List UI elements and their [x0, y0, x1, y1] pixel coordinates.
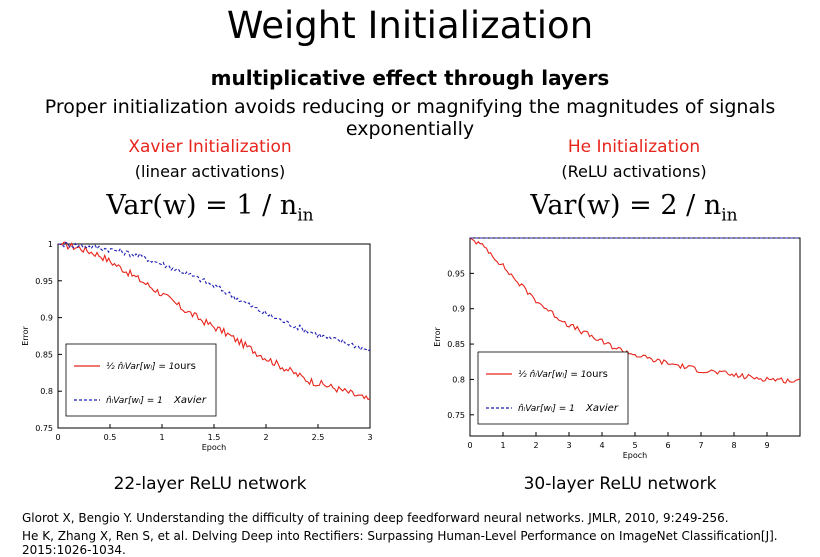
legend-label-math: n̂ₗVar[wₗ] = 1: [518, 403, 575, 414]
he-formula: Var(w) = 2 / nin: [464, 190, 804, 225]
series-line-ours: [57, 241, 371, 401]
he-formula-main: Var(w) = 2 / n: [530, 190, 722, 221]
y-tick-label: 1: [48, 240, 53, 249]
legend-label-math: ½ n̂ₗVar[wₗ] = 1: [518, 369, 586, 380]
x-tick-label: 1.5: [208, 433, 221, 442]
y-tick-label: 0.85: [35, 350, 53, 359]
he-method-label: He Initialization: [567, 137, 701, 157]
x-tick-label: 0: [467, 441, 472, 450]
xavier-formula: Var(w) = 1 / nin: [40, 190, 380, 225]
x-tick-label: 0.5: [104, 433, 117, 442]
he-error-chart: 0 1 2 3 4 5 6 7 8 9 0.75 0.8 0.85 0.9 0.95 Epoch Error ½ …: [433, 237, 801, 460]
legend-label-math: n̂ₗVar[wₗ] = 1: [106, 395, 163, 406]
x-axis-label: Epoch: [202, 443, 227, 452]
x-tick-label: 1: [159, 433, 164, 442]
xavier-formula-sub: in: [297, 205, 314, 226]
series-line-xavier: [57, 241, 371, 352]
x-tick-label: 1: [500, 441, 505, 450]
xavier-network-label: 22-layer ReLU network: [113, 474, 307, 494]
xavier-formula-main: Var(w) = 1 / n: [106, 190, 298, 221]
x-tick-label: 7: [698, 441, 703, 450]
x-tick-label: 4: [599, 441, 604, 450]
x-tick-label: 9: [764, 441, 769, 450]
x-tick-label: 2: [533, 441, 538, 450]
y-tick-label: 0.8: [452, 375, 465, 384]
legend-box: [65, 343, 217, 417]
y-tick-label: 0.9: [452, 305, 465, 314]
y-tick-label: 0.75: [35, 424, 53, 433]
x-tick-label: 6: [665, 441, 670, 450]
y-tick-label: 0.95: [35, 277, 53, 286]
y-tick-label: 0.85: [447, 340, 465, 349]
y-tick-label: 0.75: [447, 411, 465, 420]
legend-label-tag: ours: [586, 369, 608, 380]
x-tick-label: 5: [632, 441, 637, 450]
reference-1: Glorot X, Bengio Y. Understanding the di…: [22, 511, 729, 525]
x-tick-label: 3: [566, 441, 571, 450]
x-tick-label: 0: [55, 433, 60, 442]
he-network-label: 30-layer ReLU network: [523, 474, 717, 494]
x-tick-label: 2: [263, 433, 268, 442]
reference-2: He K, Zhang X, Ren S, et al. Delving Dee…: [22, 529, 778, 557]
y-tick-label: 0.9: [40, 314, 53, 323]
y-axis-label: Error: [21, 326, 30, 346]
he-formula-sub: in: [721, 205, 738, 226]
legend-label-math: ½ n̂ₗVar[wₗ] = 1: [106, 361, 174, 372]
xavier-activation-label: (linear activations): [134, 162, 286, 181]
x-tick-label: 8: [731, 441, 736, 450]
xavier-error-chart: 0 0.5 1 1.5 2 2.5 3 0.75 0.8 0.85 0.9 0.95 1 Epoch Err…: [21, 240, 373, 452]
series-line-ours: [469, 237, 801, 384]
legend-box: [477, 351, 629, 425]
x-tick-label: 3: [367, 433, 372, 442]
y-tick-label: 0.95: [447, 269, 465, 278]
legend-label-tag: Xavier: [173, 395, 207, 406]
slide-title: Weight Initialization: [226, 4, 594, 47]
legend-label-tag: ours: [174, 361, 196, 372]
x-axis-label: Epoch: [623, 451, 648, 460]
slide-subtitle: multiplicative effect through layers: [210, 66, 610, 90]
x-tick-label: 2.5: [312, 433, 325, 442]
y-axis-label: Error: [433, 327, 442, 347]
slide-tagline: Proper initialization avoids reducing or…: [44, 96, 776, 140]
legend-label-tag: Xavier: [585, 403, 619, 414]
he-activation-label: (ReLU activations): [561, 162, 707, 181]
xavier-method-label: Xavier Initialization: [128, 137, 292, 157]
y-tick-label: 0.8: [40, 387, 53, 396]
